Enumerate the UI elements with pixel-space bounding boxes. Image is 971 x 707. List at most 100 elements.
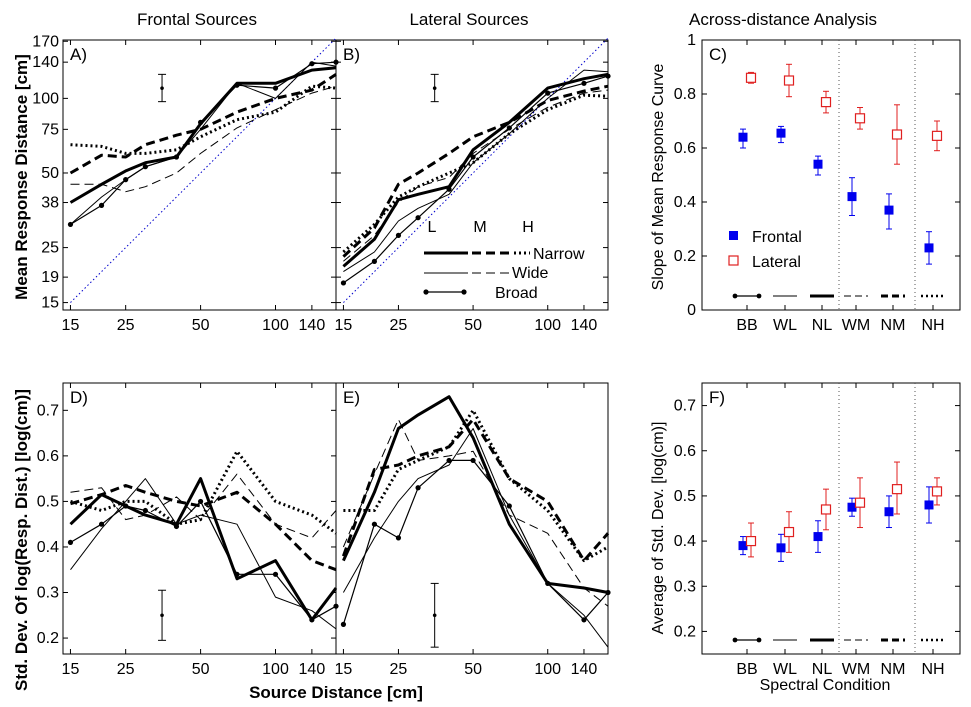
y-tick-label: 0.3 [37,585,59,602]
broad-point [470,154,476,160]
x-tick-label: 140 [571,317,598,334]
plot-frame [335,382,609,655]
series-broad-l [70,61,337,225]
broad-point [272,571,279,577]
y-tick-label: 170 [32,33,59,50]
y-tick-label: 0.5 [674,488,696,505]
stddev-ylabel: Std. Dev. Of log(Resp. Dist.) [log(cm)] [12,389,31,691]
lateral-marker [891,129,903,140]
legend-broad-dot-right [461,289,467,295]
frontal-marker [776,128,786,138]
series-broad-l [342,459,609,625]
y-tick-label: 38 [41,195,59,212]
category-label: NL [812,661,833,678]
x-tick-label: 50 [192,317,210,334]
panel-label: C) [709,45,727,64]
series-wide-m [342,418,609,607]
broad-point [415,215,421,221]
category-label: WL [773,661,797,678]
panel-label: B) [343,45,360,64]
error-bar-center [432,613,437,618]
frontal-marker [924,500,934,510]
series-wide-m [70,85,337,193]
y-tick-label: 0.4 [674,194,696,211]
x-tick-label: 25 [390,661,408,678]
plot-frame [701,39,961,311]
broad-point [446,186,452,192]
pattern-dot [732,293,738,299]
panel-c: 0 0.2 0.4 0.6 0.8 1 BB WL NL WM NM NH Frontal Lateral… [674,32,961,334]
series-narrow-l [342,72,609,268]
y-tick-label: 15 [41,295,59,312]
frontal-marker [847,192,857,202]
category-label: BB [736,661,757,678]
category-label: NH [921,661,944,678]
col-title-lateral: Lateral Sources [409,10,528,29]
broad-point [415,485,421,491]
series-narrow-h [342,93,609,254]
y-tick-label: 25 [41,240,59,257]
category-label: WM [842,317,870,334]
category-label: NH [921,317,944,334]
broad-point [123,503,129,509]
series-narrow-m [69,73,337,175]
error-bar-center [432,86,437,90]
series-narrow-m [341,417,610,563]
x-tick-label: 100 [262,317,289,334]
broad-point [581,80,587,86]
broad-point [340,280,347,286]
broad-point [506,503,512,509]
series-broad-l [70,500,337,621]
x-tick-label: 15 [335,317,353,334]
broad-point [545,580,551,587]
broad-point [272,85,279,91]
series-wide-l [70,478,337,630]
lateral-marker [783,75,795,86]
x-tick-label: 100 [262,661,289,678]
broad-point [142,507,148,514]
lateral-marker [820,96,832,108]
x-tick-label: 100 [534,661,561,678]
category-label: WL [773,317,797,334]
panel-label: F) [709,388,725,407]
broad-point [309,617,315,623]
broad-point [340,621,347,627]
series-wide-l [70,61,337,225]
panel-label: D) [70,388,88,407]
legend-col-L: L [428,219,437,236]
line-style-legend: L M H Narrow Wide Broad [423,219,585,302]
y-tick-label: 0.7 [37,402,59,419]
series-narrow-h [343,408,609,563]
broad-point [197,119,204,125]
y-tick-label: 19 [41,269,59,286]
panel-a: 15 25 50 100 140 15 19 25 38 50 75 100 140 170 A) [32,33,339,334]
panel-d: 15 25 50 100 140 0.2 0.3 0.4 0.5 0.6 0.7 D) [37,382,339,678]
legend-frontal-label: Frontal [752,229,802,246]
x-tick-label: 50 [192,661,210,678]
series-wide-m [70,473,337,539]
legend-lateral-marker [728,255,739,266]
broad-point [395,535,402,541]
broad-point [98,521,105,527]
series-narrow-m [342,84,609,258]
series-wide-l [343,69,609,273]
frontal-marker [738,132,748,142]
error-bar-center [160,613,164,618]
legend-row-broad: Broad [495,285,538,302]
lateral-marker [783,526,795,538]
y-tick-label: 0.3 [674,578,696,595]
x-tick-label: 15 [62,661,80,678]
y-tick-label: 0.6 [37,448,59,465]
x-tick-label: 25 [117,661,135,678]
category-label: NL [812,317,833,334]
avg-stddev-ylabel: Average of Std. Dev. [log(cm)] [650,422,667,635]
y-tick-label: 140 [32,54,59,71]
lateral-marker [931,486,943,497]
panel-f: 0.2 0.3 0.4 0.5 0.6 0.7 BB WL NL WM NM NH F) [674,382,961,678]
x-tick-label: 50 [464,661,482,678]
frontal-marker [776,543,786,553]
legend-broad-dot-left [423,289,429,295]
x-tick-label: 25 [117,317,135,334]
x-tick-label: 140 [571,661,598,678]
legend-row-narrow: Narrow [533,246,585,263]
